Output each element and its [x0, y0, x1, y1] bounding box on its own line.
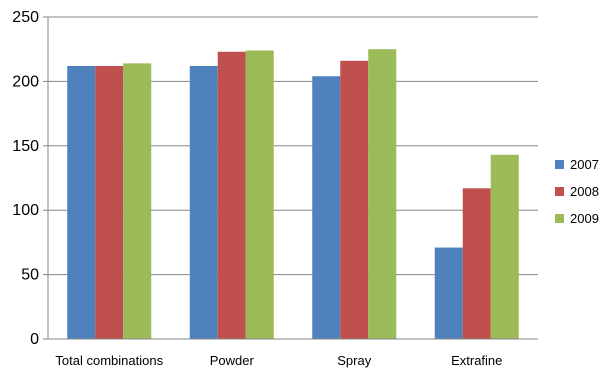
bar-2008-powder	[217, 51, 246, 339]
x-tick-label: Total combinations	[55, 353, 163, 368]
y-tick-label: 250	[12, 9, 39, 26]
y-axis-ticks: 0 50 100 150 200 250	[12, 9, 48, 348]
bar-2008-total-combinations	[95, 65, 124, 339]
x-tick-label: Extrafine	[451, 353, 502, 368]
legend: 2007 2008 2009	[555, 157, 599, 226]
legend-label: 2009	[570, 211, 599, 226]
x-tick-label: Spray	[337, 353, 371, 368]
bar-2009-total-combinations	[123, 63, 152, 339]
y-tick-label: 200	[12, 73, 39, 90]
legend-swatch	[555, 214, 564, 223]
bars	[67, 49, 519, 340]
legend-swatch	[555, 160, 564, 169]
bar-2009-powder	[245, 50, 274, 339]
bar-2007-spray	[312, 76, 341, 340]
bar-2008-extrafine	[462, 188, 491, 339]
x-axis-ticks: Total combinations Powder Spray Extrafine	[55, 353, 502, 368]
bar-2009-spray	[368, 49, 397, 339]
y-tick-label: 150	[12, 138, 39, 155]
y-tick-label: 100	[12, 202, 39, 219]
bar-2007-powder	[189, 65, 218, 339]
bar-2007-total-combinations	[67, 65, 96, 339]
legend-label: 2008	[570, 184, 599, 199]
bar-2007-extrafine	[434, 247, 463, 339]
bar-2009-extrafine	[490, 154, 519, 339]
legend-swatch	[555, 187, 564, 196]
y-tick-label: 0	[30, 331, 39, 348]
bar-2008-spray	[340, 60, 369, 340]
y-tick-label: 50	[21, 267, 39, 284]
x-tick-label: Powder	[210, 353, 255, 368]
legend-label: 2007	[570, 157, 599, 172]
